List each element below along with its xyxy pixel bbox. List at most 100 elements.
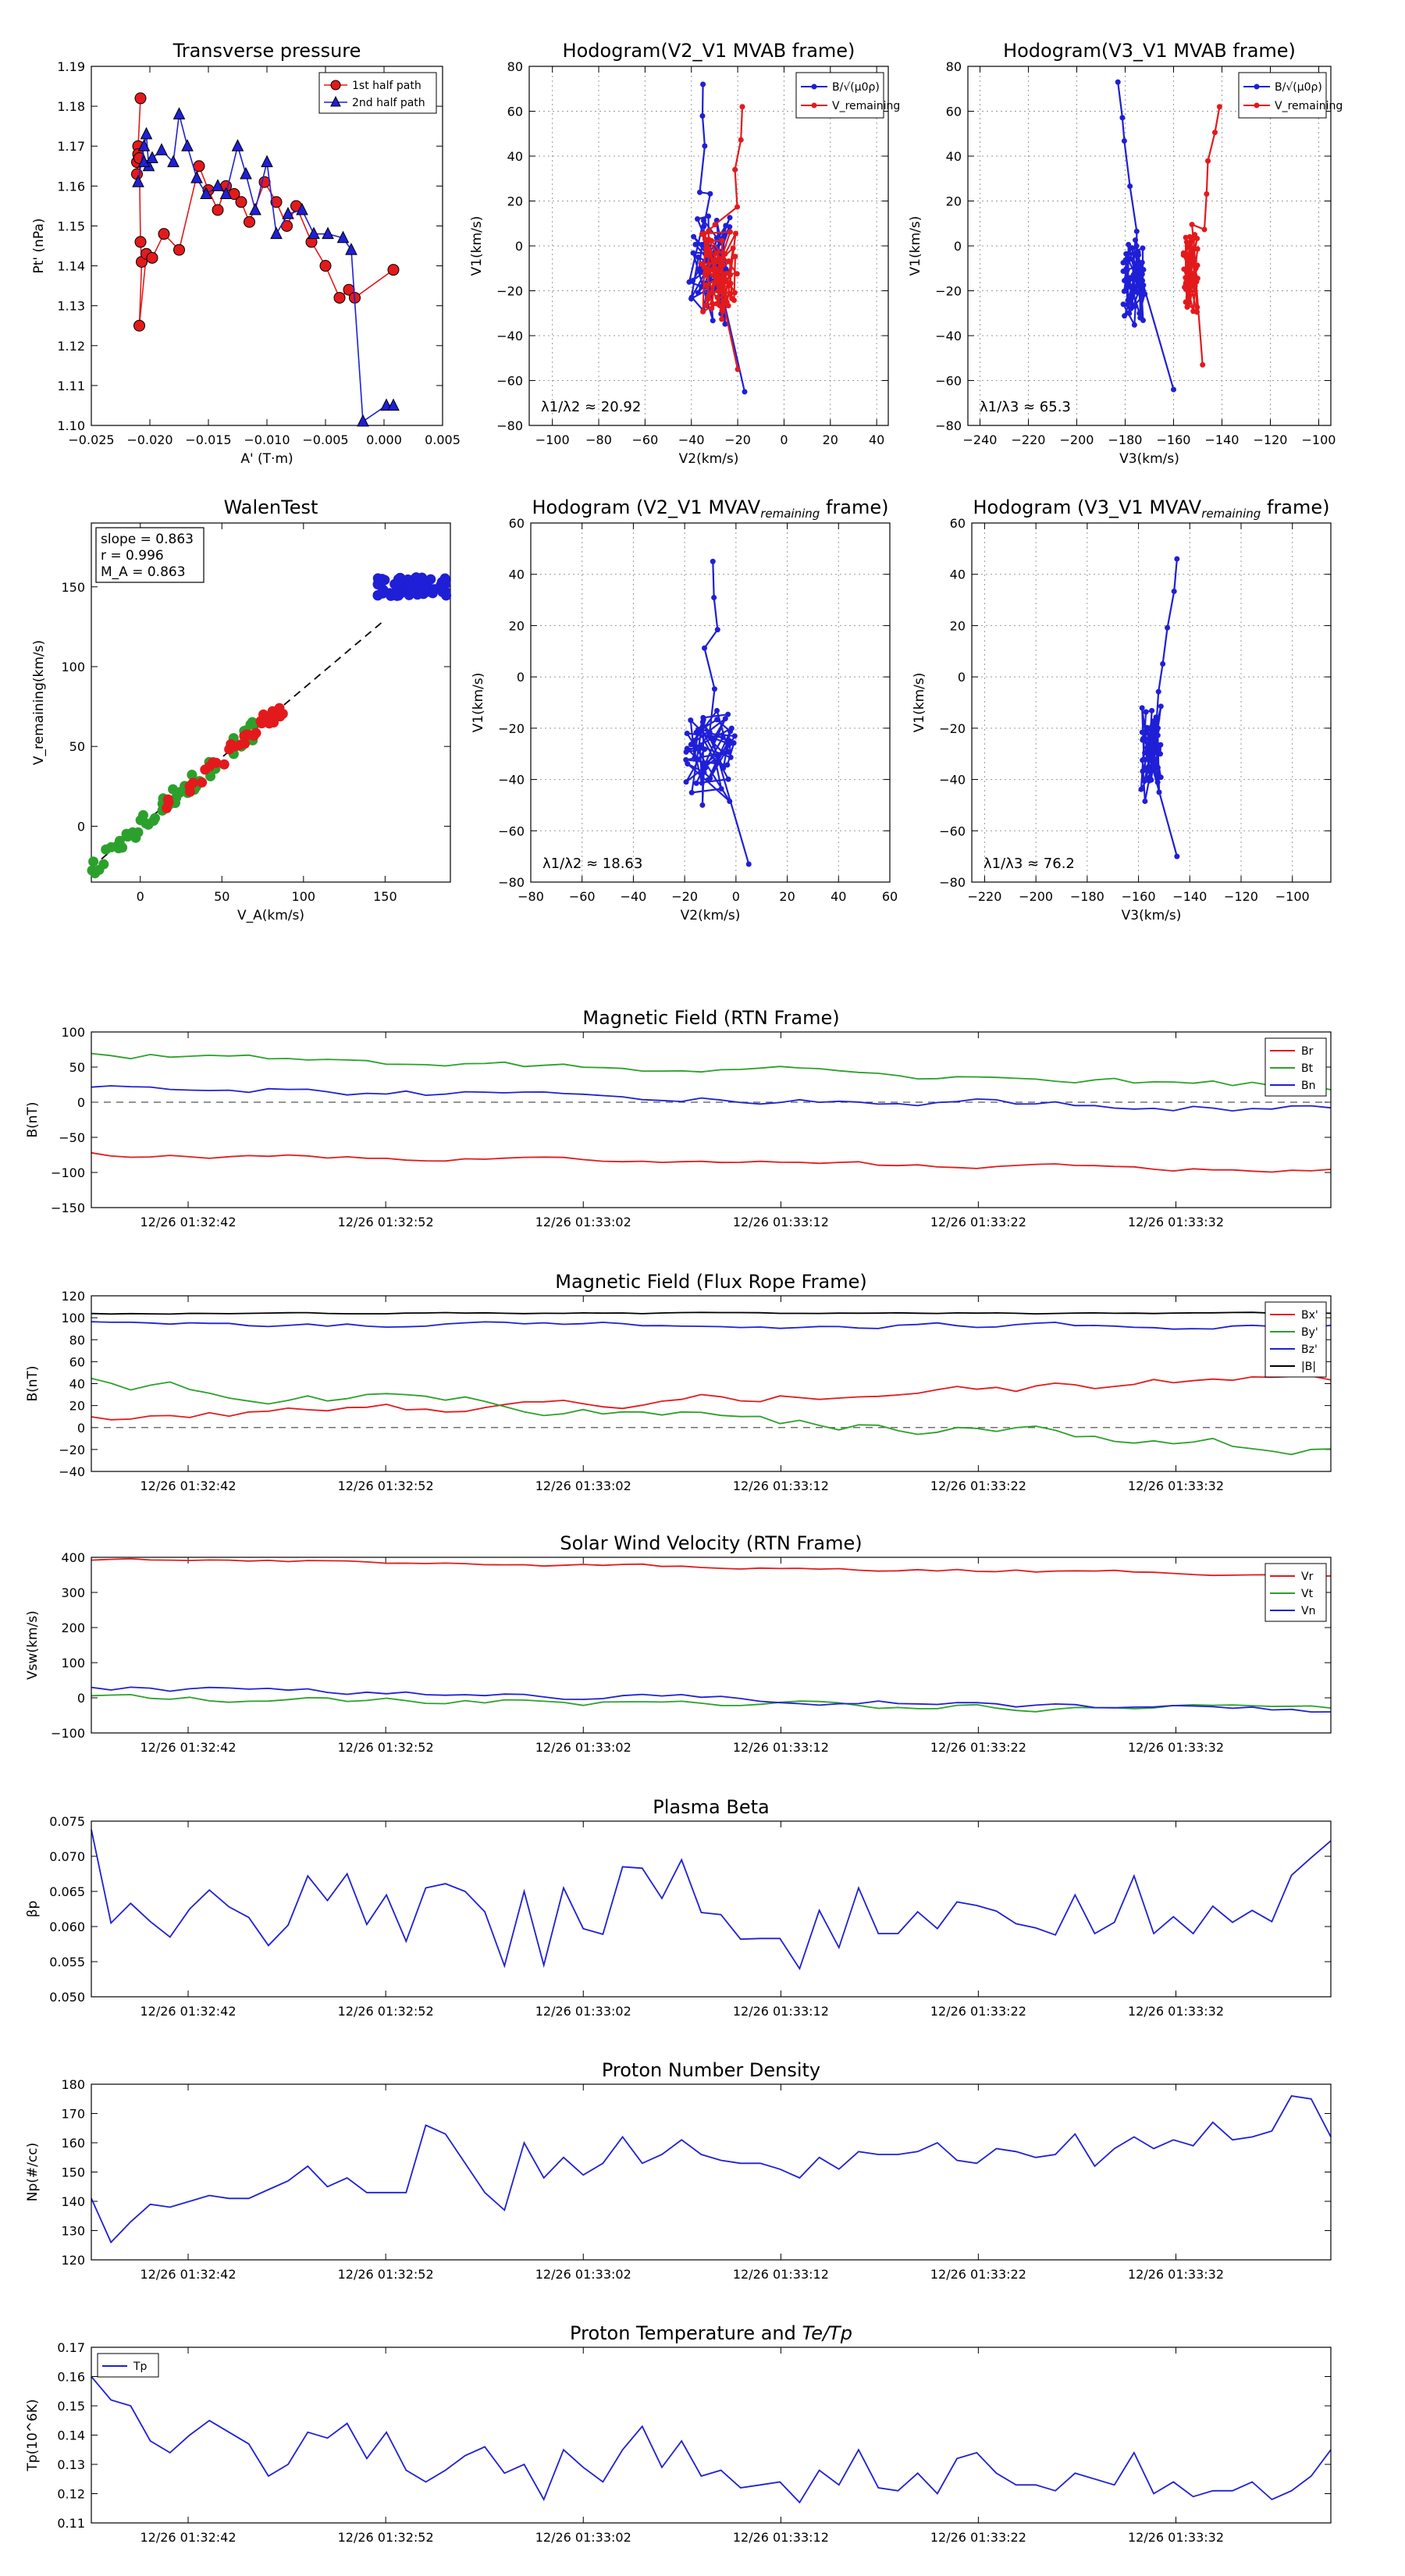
hodo_v3_mvav-point (1154, 732, 1161, 738)
hodo_v2_mvav-trace-blue (685, 561, 750, 865)
hodo_v2_mvav-point (706, 729, 713, 735)
transverse-point (167, 155, 180, 168)
bfield_rtn-title: Magnetic Field (RTN Frame) (582, 1007, 839, 1029)
hodo_v2_mvav-point (699, 719, 706, 725)
hodo_v2_mvab-point (727, 229, 733, 235)
transverse-xtick-label: −0.020 (126, 432, 173, 447)
bfield_fr-ytick-label: −40 (59, 1464, 85, 1479)
hodo_v3_mvab-point (1189, 222, 1195, 228)
hodo_v3_mvab-point (1126, 310, 1133, 316)
tp-xtick-label: 12/26 01:33:02 (535, 2530, 631, 2545)
hodo_v2_mvab-point (724, 299, 730, 305)
hodo_v3_mvav-point (1150, 721, 1156, 728)
bfield_fr-legend-label: By' (1301, 1326, 1318, 1339)
transverse-ytick-label: 1.10 (57, 418, 85, 433)
transverse-point (270, 196, 283, 208)
hodo_v2_mvab-point (707, 190, 713, 197)
hodo_v2_mvab-ytick-label: −60 (496, 374, 523, 389)
hodo_v2_mvav-point (727, 799, 733, 805)
hodo_v3_mvav-point (1154, 715, 1161, 721)
hodo_v3_mvav-ylabel: V1(km/s) (912, 673, 927, 733)
transverse-title: Transverse pressure (173, 40, 361, 62)
hodo_v2_mvab-point (715, 276, 721, 282)
hodo_v3_mvab-point (1205, 158, 1211, 164)
beta-ytick-label: 0.065 (49, 1884, 85, 1899)
hodo_v2_mvav-xtick-label: −40 (621, 889, 647, 904)
bfield_fr-ylabel: B(nT) (25, 1365, 41, 1401)
np-ytick-label: 180 (61, 2077, 85, 2092)
transverse-point (345, 242, 357, 255)
hodo_v3_mvab-point (1136, 310, 1143, 316)
transverse-ylabel: Pt' (nPa) (31, 219, 47, 274)
hodo_v3_mvab-point (1136, 252, 1142, 258)
transverse-point (193, 160, 205, 173)
hodo_v3_mvab-point (1128, 284, 1134, 290)
hodo_v2_mvav-ytick-label: −20 (498, 721, 525, 736)
bfield_rtn-ytick-label: 100 (61, 1025, 85, 1040)
transverse-point (140, 126, 153, 140)
bfield_fr-line-bx (91, 1375, 1332, 1421)
bfield_fr-ytick-label: 0 (77, 1421, 85, 1436)
chart-hodo_v3_mvab: −240 −220 −200 −180 −160 −140 −120 −100−80−60−4… (908, 40, 1343, 467)
hodo_v2_mvab-point (722, 251, 728, 257)
transverse-point (336, 230, 350, 244)
transverse-ytick-label: 1.14 (57, 259, 85, 274)
bfield_rtn-xtick-label: 12/26 01:32:52 (338, 1215, 434, 1229)
hodo_v3_mvav-point (1158, 751, 1164, 757)
hodo_v3_mvav-ytick-label: −60 (939, 824, 966, 838)
hodo_v2_mvab-point (719, 308, 725, 314)
hodo_v3_mvav-ytick-label: 0 (958, 670, 966, 685)
hodo_v2_mvav-ytick-label: −60 (498, 824, 525, 838)
hodo_v2_mvab-point (705, 297, 711, 303)
beta-xtick-label: 12/26 01:33:02 (535, 2004, 631, 2019)
transverse-point (231, 139, 244, 151)
hodo_v3_mvab-point (1200, 361, 1206, 368)
hodo_v2_mvab-point (731, 290, 738, 296)
hodo_v3_mvab-legend-box (1238, 72, 1327, 119)
hodo_v3_mvav-point (1138, 786, 1144, 792)
hodo_v2_mvav-ytick-label: 0 (517, 670, 525, 685)
hodo_v3_mvav-point (1152, 737, 1158, 743)
hodo_v2_mvav-point (684, 731, 690, 737)
hodo_v2_mvab-point (708, 237, 714, 244)
transverse-point (146, 151, 158, 164)
hodo_v3_mvab-point (1183, 286, 1189, 293)
bfield_rtn-legend-label: Bt (1301, 1062, 1314, 1075)
vsw-xtick-label: 12/26 01:32:42 (140, 1740, 236, 1755)
hodo_v2_mvab-point (700, 308, 706, 315)
transverse-point (173, 107, 186, 119)
hodo_v3_mvav-point (1149, 707, 1155, 713)
hodo_v3_mvab-point (1136, 273, 1142, 279)
tp-xtick-label: 12/26 01:33:32 (1128, 2530, 1224, 2545)
beta-title: Plasma Beta (653, 1796, 769, 1818)
hodo_v2_mvab-ytick-label: −80 (496, 418, 523, 433)
walen-point-red (197, 777, 208, 788)
hodo_v2_mvav-point (713, 759, 719, 765)
hodo_v2_mvav-xtick-label: −20 (671, 889, 698, 904)
hodo_v3_mvab-eigen-ratio: λ1/λ3 ≈ 65.3 (980, 399, 1071, 415)
walen-point-blue (375, 575, 386, 585)
hodo_v3_mvav-point (1146, 757, 1152, 763)
transverse-xtick-label: −0.010 (244, 432, 290, 447)
hodo_v2_mvab-point (692, 241, 699, 247)
vsw-line-vt (91, 1693, 1332, 1713)
walen-point-blue (441, 590, 452, 601)
hodo_v3_mvab-point (1186, 283, 1193, 290)
hodo_v2_mvab-point (712, 258, 718, 265)
hodo_v2_mvav-point (720, 735, 726, 741)
hodo_v2_mvab-point (727, 224, 733, 230)
hodo_v3_mvav-point (1151, 765, 1158, 771)
hodo_v2_mvab-point (695, 216, 701, 222)
hodo_v3_mvav-title: Hodogram (V3_V1 MVAVremaining frame) (973, 496, 1330, 521)
tp-xtick-label: 12/26 01:33:12 (733, 2530, 829, 2545)
hodo_v2_mvab-ytick-label: 0 (515, 239, 523, 254)
hodo_v3_mvab-point (1120, 268, 1126, 274)
hodo_v2_mvav-point (697, 744, 703, 750)
transverse-point (240, 166, 252, 180)
hodo_v3_mvav-point (1150, 731, 1156, 738)
transverse-point (155, 143, 168, 155)
hodo_v2_mvav-point (685, 760, 691, 767)
vsw-line-vr (91, 1557, 1332, 1578)
hodo_v2_mvab-point (722, 321, 728, 327)
hodo_v3_mvab-ytick-label: 20 (946, 194, 962, 209)
